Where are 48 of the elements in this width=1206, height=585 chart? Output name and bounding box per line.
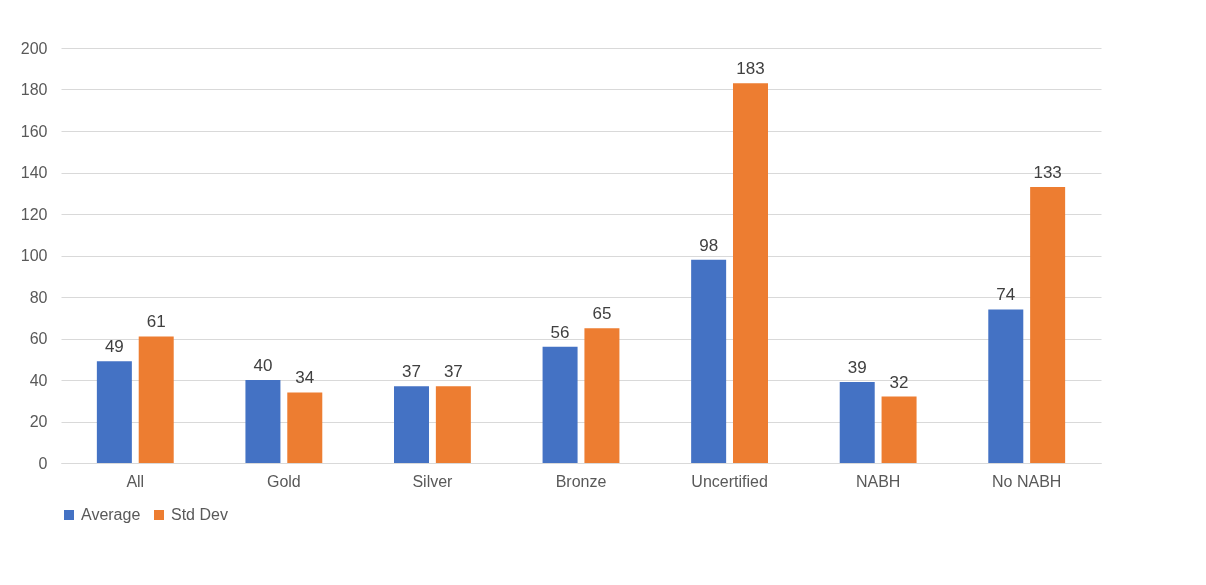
data-label: 133 [1033,163,1062,183]
bar [435,386,471,463]
y-tick-label: 200 [20,39,48,57]
data-label: 32 [889,372,909,392]
bar [988,309,1024,463]
data-label: 40 [253,356,273,375]
data-label: 65 [592,304,612,324]
data-label: 37 [443,362,463,382]
bar [287,392,323,463]
x-tick-label: NABH [855,472,901,490]
x-tick-label: Silver [412,472,454,490]
x-tick-label: No NABH [992,472,1062,490]
bar [1030,187,1066,463]
x-tick-label: Uncertified [691,472,768,490]
bar [245,380,281,463]
bar [96,361,132,463]
y-tick-label: 40 [29,371,48,389]
y-tick-label: 140 [20,164,48,181]
data-label: 98 [699,235,719,255]
y-tick-label: 80 [29,288,48,306]
bar [584,328,620,463]
bar [881,396,917,463]
x-tick-label: Gold [266,472,301,490]
data-label: 37 [402,362,421,382]
data-label: 39 [847,358,867,378]
x-tick-label: Bronze [555,472,607,490]
bar [542,346,578,463]
y-tick-label: 160 [20,122,48,140]
legend-label: Std Dev [171,506,228,523]
bar [394,386,429,463]
y-tick-label: 120 [20,205,48,223]
data-label: 61 [146,312,166,332]
data-label: 49 [104,337,124,357]
bar [138,336,174,463]
data-label: 56 [550,322,570,342]
y-tick-label: 20 [29,413,48,430]
legend-label: Average [81,506,141,523]
y-tick-label: 180 [20,81,48,98]
y-tick-label: 60 [29,330,48,347]
bar [733,83,768,463]
data-label: 183 [736,59,765,79]
data-label: 74 [996,285,1016,305]
bar [839,382,875,463]
bar [691,259,727,463]
x-tick-label: All [126,472,145,490]
y-tick-label: 0 [38,454,48,472]
y-tick-label: 100 [20,247,48,264]
data-label: 34 [295,368,315,388]
